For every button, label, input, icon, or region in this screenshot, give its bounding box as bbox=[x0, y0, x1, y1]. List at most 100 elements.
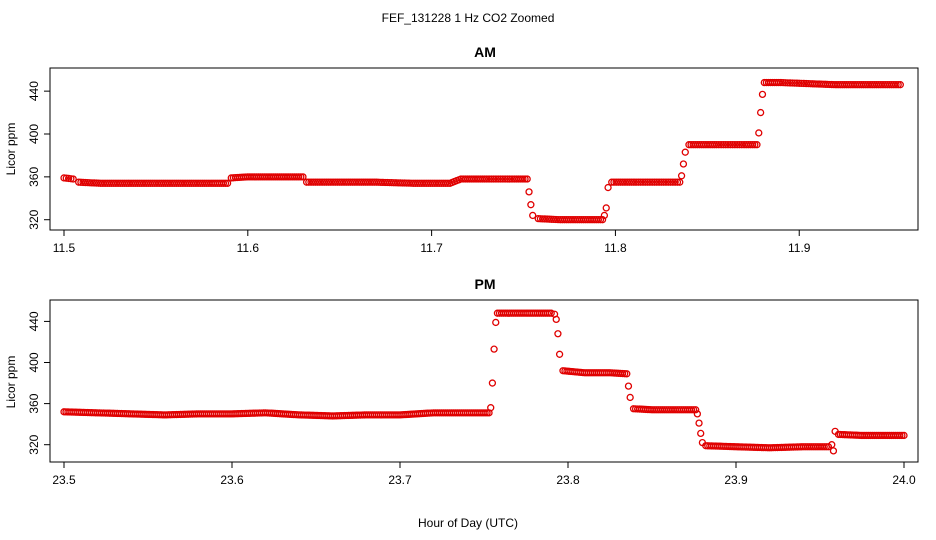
pm-ytick-label: 320 bbox=[27, 434, 41, 454]
am-data-point bbox=[600, 211, 609, 220]
am-data-point bbox=[756, 108, 765, 117]
am-xtick-label: 11.8 bbox=[604, 241, 627, 255]
am-xtick-label: 11.7 bbox=[420, 241, 443, 255]
am-data-point bbox=[673, 178, 682, 186]
figure-xlabel: Hour of Day (UTC) bbox=[418, 516, 518, 530]
am-data-point bbox=[492, 175, 500, 183]
pm-ytick-label: 400 bbox=[27, 352, 41, 372]
am-data-point bbox=[627, 178, 636, 186]
pm-panel-title: PM bbox=[475, 276, 496, 292]
am-data-point bbox=[648, 178, 656, 186]
pm-series bbox=[60, 309, 908, 455]
am-xtick-label: 11.6 bbox=[237, 241, 260, 255]
am-data-point bbox=[753, 141, 761, 149]
pm-data-point bbox=[697, 429, 705, 438]
am-data-point bbox=[489, 175, 498, 183]
am-data-point bbox=[525, 188, 533, 196]
pm-panel: PM Licor ppm 23.5 23.6 23.7 23.8 23.9 24.0 320… bbox=[4, 276, 919, 487]
am-data-point bbox=[722, 141, 730, 149]
am-data-point bbox=[598, 216, 607, 224]
am-series bbox=[60, 78, 904, 224]
am-data-point bbox=[777, 78, 785, 87]
pm-data-point bbox=[490, 345, 498, 353]
pm-data-point bbox=[692, 406, 700, 414]
am-data-point bbox=[728, 141, 737, 149]
am-data-point bbox=[637, 178, 645, 186]
pm-xtick-label: 23.8 bbox=[556, 473, 580, 487]
am-data-point bbox=[671, 178, 679, 186]
am-ytick-label: 360 bbox=[27, 167, 41, 187]
am-data-point bbox=[630, 178, 638, 186]
am-data-point bbox=[596, 216, 605, 224]
am-data-point bbox=[295, 173, 303, 181]
am-data-point bbox=[724, 141, 732, 149]
am-data-point bbox=[485, 175, 493, 183]
am-data-point bbox=[681, 148, 689, 156]
am-data-point bbox=[781, 79, 790, 87]
am-data-point bbox=[519, 175, 527, 183]
am-data-point bbox=[299, 173, 307, 181]
am-data-point bbox=[712, 141, 721, 149]
am-data-point bbox=[604, 183, 612, 192]
am-data-point bbox=[726, 141, 734, 149]
am-data-point bbox=[719, 141, 728, 149]
am-data-point bbox=[669, 178, 677, 186]
am-data-point bbox=[643, 178, 652, 186]
am-data-point bbox=[666, 178, 675, 186]
am-data-point bbox=[653, 178, 661, 186]
am-data-point bbox=[679, 160, 688, 168]
am-data-point bbox=[717, 141, 725, 149]
pm-ytick-label: 360 bbox=[27, 393, 41, 413]
am-data-point bbox=[733, 141, 741, 149]
am-data-point bbox=[499, 175, 507, 183]
am-data-point bbox=[501, 175, 509, 183]
am-panel: AM Licor ppm 11.5 11.6 11.7 11.8 11.9 320 360 4… bbox=[4, 44, 919, 255]
am-data-point bbox=[523, 175, 531, 183]
am-data-point bbox=[632, 178, 640, 186]
am-plot-frame bbox=[49, 67, 919, 231]
am-data-point bbox=[69, 175, 77, 183]
am-data-point bbox=[494, 175, 502, 183]
am-data-point bbox=[758, 90, 767, 99]
pm-data-point bbox=[820, 443, 828, 451]
pm-ylabel: Licor ppm bbox=[4, 356, 18, 409]
pm-xtick-label: 23.6 bbox=[220, 473, 244, 487]
am-data-point bbox=[594, 216, 602, 224]
pm-plot-frame bbox=[49, 299, 919, 463]
am-data-point bbox=[483, 175, 491, 183]
pm-data-point bbox=[488, 379, 497, 387]
pm-data-point bbox=[695, 419, 703, 427]
am-data-point bbox=[625, 178, 634, 186]
pm-data-point bbox=[896, 431, 904, 440]
am-data-point bbox=[797, 79, 806, 88]
am-data-point bbox=[892, 81, 900, 89]
am-data-point bbox=[710, 141, 719, 149]
pm-data-point bbox=[487, 404, 495, 412]
am-data-point bbox=[788, 79, 796, 87]
pm-data-point bbox=[555, 350, 564, 358]
am-data-point bbox=[639, 178, 647, 186]
pm-data-point bbox=[552, 315, 560, 324]
am-data-point bbox=[793, 79, 801, 87]
am-data-point bbox=[521, 175, 529, 183]
am-data-point bbox=[676, 178, 684, 186]
am-data-point bbox=[646, 178, 654, 186]
am-data-point bbox=[487, 175, 496, 183]
pm-data-point bbox=[623, 370, 631, 378]
pm-data-point bbox=[554, 330, 562, 338]
am-data-point bbox=[731, 141, 739, 149]
pm-xtick-label: 24.0 bbox=[892, 473, 916, 487]
am-data-point bbox=[503, 175, 512, 183]
am-data-point bbox=[496, 175, 505, 183]
pm-data-point bbox=[829, 447, 838, 455]
am-data-point bbox=[223, 179, 232, 187]
am-data-point bbox=[751, 141, 759, 149]
am-data-point bbox=[894, 81, 902, 89]
figure-title: FEF_131228 1 Hz CO2 Zoomed bbox=[382, 11, 555, 25]
am-data-point bbox=[749, 141, 757, 149]
am-panel-title: AM bbox=[474, 44, 496, 60]
am-data-point bbox=[660, 178, 668, 186]
am-ytick-label: 400 bbox=[27, 124, 41, 144]
pm-data-point bbox=[898, 431, 906, 440]
am-data-point bbox=[529, 211, 537, 220]
